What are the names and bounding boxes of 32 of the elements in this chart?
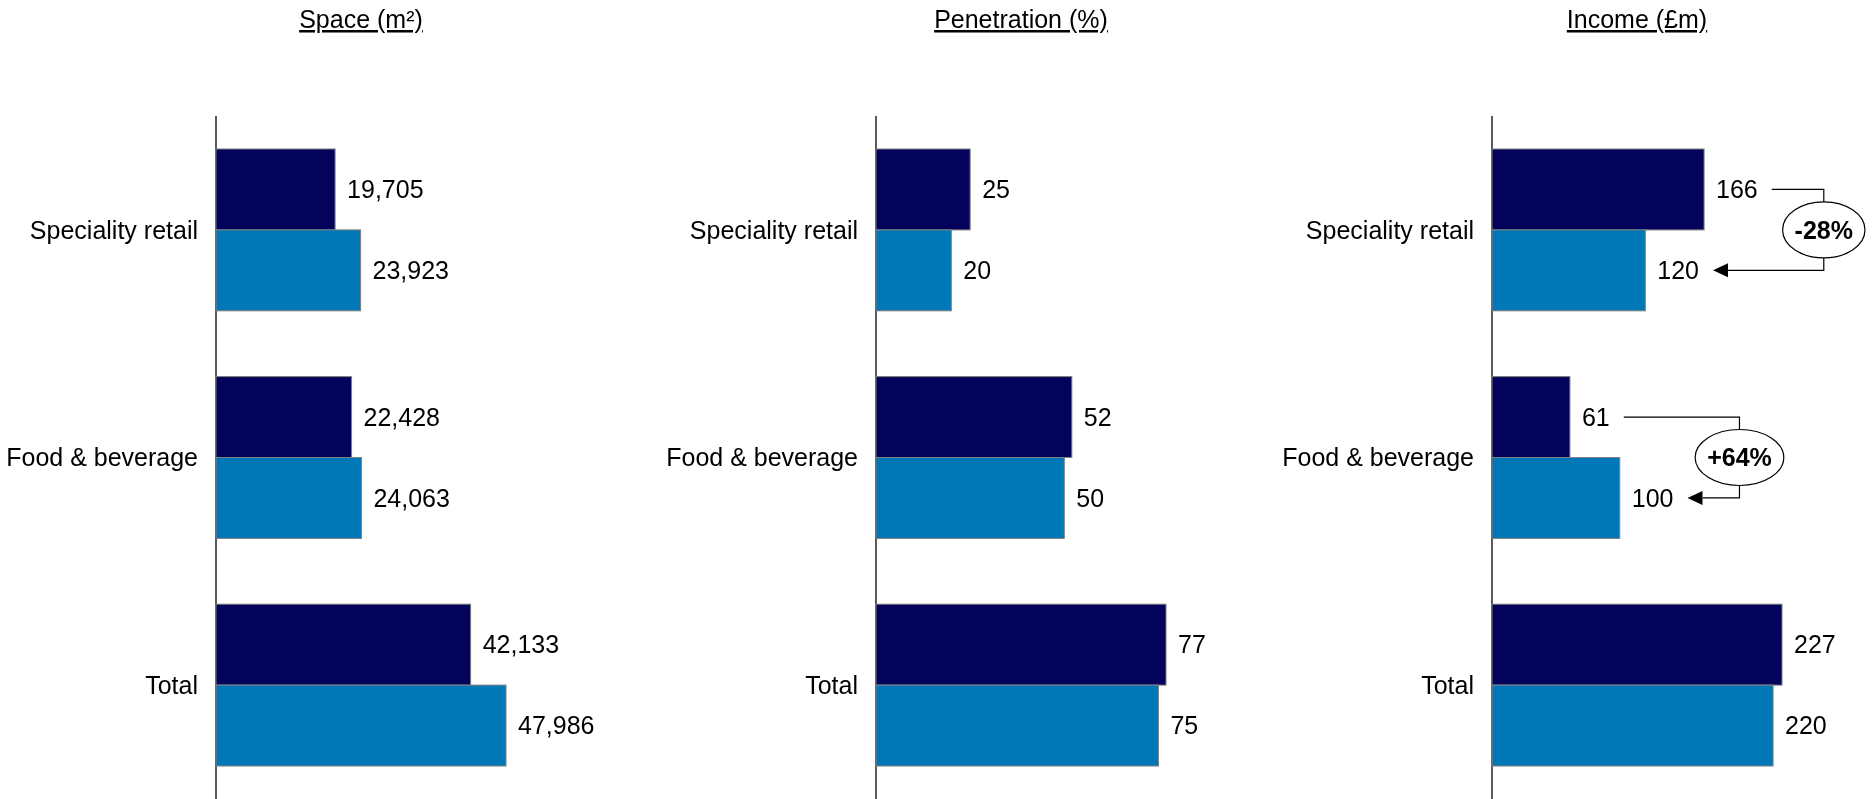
data-label: 77	[1178, 630, 1206, 659]
chart-title: Space (m²)	[299, 5, 423, 33]
chart-title: Penetration (%)	[934, 5, 1108, 33]
data-label: 24,063	[373, 483, 450, 512]
y-tick-label: Food & beverage	[1282, 443, 1474, 472]
data-label: 50	[1076, 483, 1105, 512]
data-label: 227	[1794, 630, 1836, 659]
data-label: 61	[1581, 402, 1610, 431]
data-label: 166	[1716, 175, 1758, 204]
y-tick-label: Total	[145, 670, 198, 699]
y-tick-label: Speciality retail	[1305, 215, 1474, 244]
y-tick-label: Total	[805, 670, 858, 699]
text: -28%	[1794, 215, 1853, 244]
chart-title: Income (£m)	[1566, 5, 1708, 33]
y-tick-label: Total	[1421, 670, 1474, 699]
data-label: 220	[1785, 711, 1827, 740]
y-tick-label: Food & beverage	[6, 443, 198, 472]
data-label: 47,986	[518, 711, 595, 740]
data-label: 120	[1657, 256, 1700, 285]
y-tick-label: Food & beverage	[666, 443, 858, 472]
data-label: 100	[1631, 483, 1674, 512]
data-label: 42,133	[482, 630, 560, 659]
data-label: 75	[1170, 711, 1199, 740]
data-label: 19,705	[347, 175, 424, 204]
annotation: +64%	[1707, 443, 1772, 472]
data-label: 20	[963, 256, 992, 285]
y-tick-label: Speciality retail	[29, 215, 198, 244]
data-label: 52	[1083, 402, 1112, 431]
y-tick-label: Speciality retail	[689, 215, 858, 244]
data-label: 25	[982, 175, 1010, 204]
data-label: 22,428	[363, 402, 441, 431]
data-label: 23,923	[372, 256, 450, 285]
